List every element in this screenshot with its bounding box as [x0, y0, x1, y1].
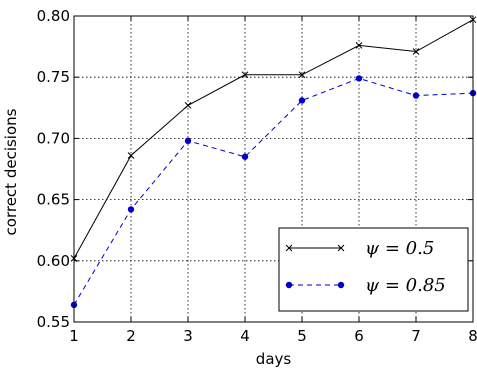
- point-marker-x: [298, 71, 306, 79]
- point-marker-x: [241, 71, 249, 79]
- series-group: [70, 16, 477, 262]
- plot-frame: [73, 15, 474, 323]
- x-tick-label: 7: [411, 327, 421, 345]
- point-marker-x: [355, 42, 363, 49]
- legend-entry: ψ = 0.5: [285, 238, 434, 259]
- point-marker-circle: [241, 153, 249, 160]
- series: [70, 16, 477, 309]
- point-marker-x: [412, 48, 420, 55]
- x-tick-label: 1: [69, 327, 79, 345]
- legend-label: ψ = 0.5: [365, 238, 434, 259]
- x-tick-label: 3: [183, 327, 193, 345]
- series-line: [73, 77, 474, 306]
- legend-box: [278, 227, 469, 312]
- x-tick-label: 2: [126, 327, 136, 345]
- point-marker-circle: [355, 75, 363, 82]
- legend: ψ = 0.5 ψ = 0.85: [278, 227, 469, 312]
- x-tick-label: 4: [240, 327, 250, 345]
- point-marker-x: [127, 152, 135, 159]
- point-marker-x: [337, 244, 345, 252]
- y-tick-label: 0.75: [37, 68, 70, 86]
- x-tick-label: 5: [297, 327, 307, 345]
- y-axis-label: correct decisions: [2, 108, 20, 235]
- legend-entry: ψ = 0.85: [285, 275, 446, 296]
- y-tick-label: 0.65: [37, 191, 70, 209]
- point-marker-circle: [184, 137, 192, 145]
- series-group: [70, 75, 477, 309]
- legend-label: ψ = 0.85: [365, 275, 446, 296]
- x-tick-label: 6: [354, 327, 364, 345]
- point-marker-circle: [285, 281, 293, 289]
- point-marker-x: [285, 244, 293, 252]
- point-marker-circle: [127, 206, 135, 213]
- point-marker-x: [184, 101, 192, 109]
- x-tick-label: 8: [468, 327, 477, 345]
- point-marker-circle: [298, 97, 306, 104]
- y-tick-label: 0.60: [37, 252, 70, 270]
- series-line: [73, 19, 474, 259]
- point-marker-circle: [412, 92, 420, 99]
- y-tick-label: 0.55: [37, 313, 70, 331]
- x-axis-label: days: [256, 350, 292, 368]
- point-marker-circle: [337, 281, 345, 289]
- y-tick-label: 0.70: [37, 129, 70, 147]
- y-tick-label: 0.80: [37, 7, 70, 25]
